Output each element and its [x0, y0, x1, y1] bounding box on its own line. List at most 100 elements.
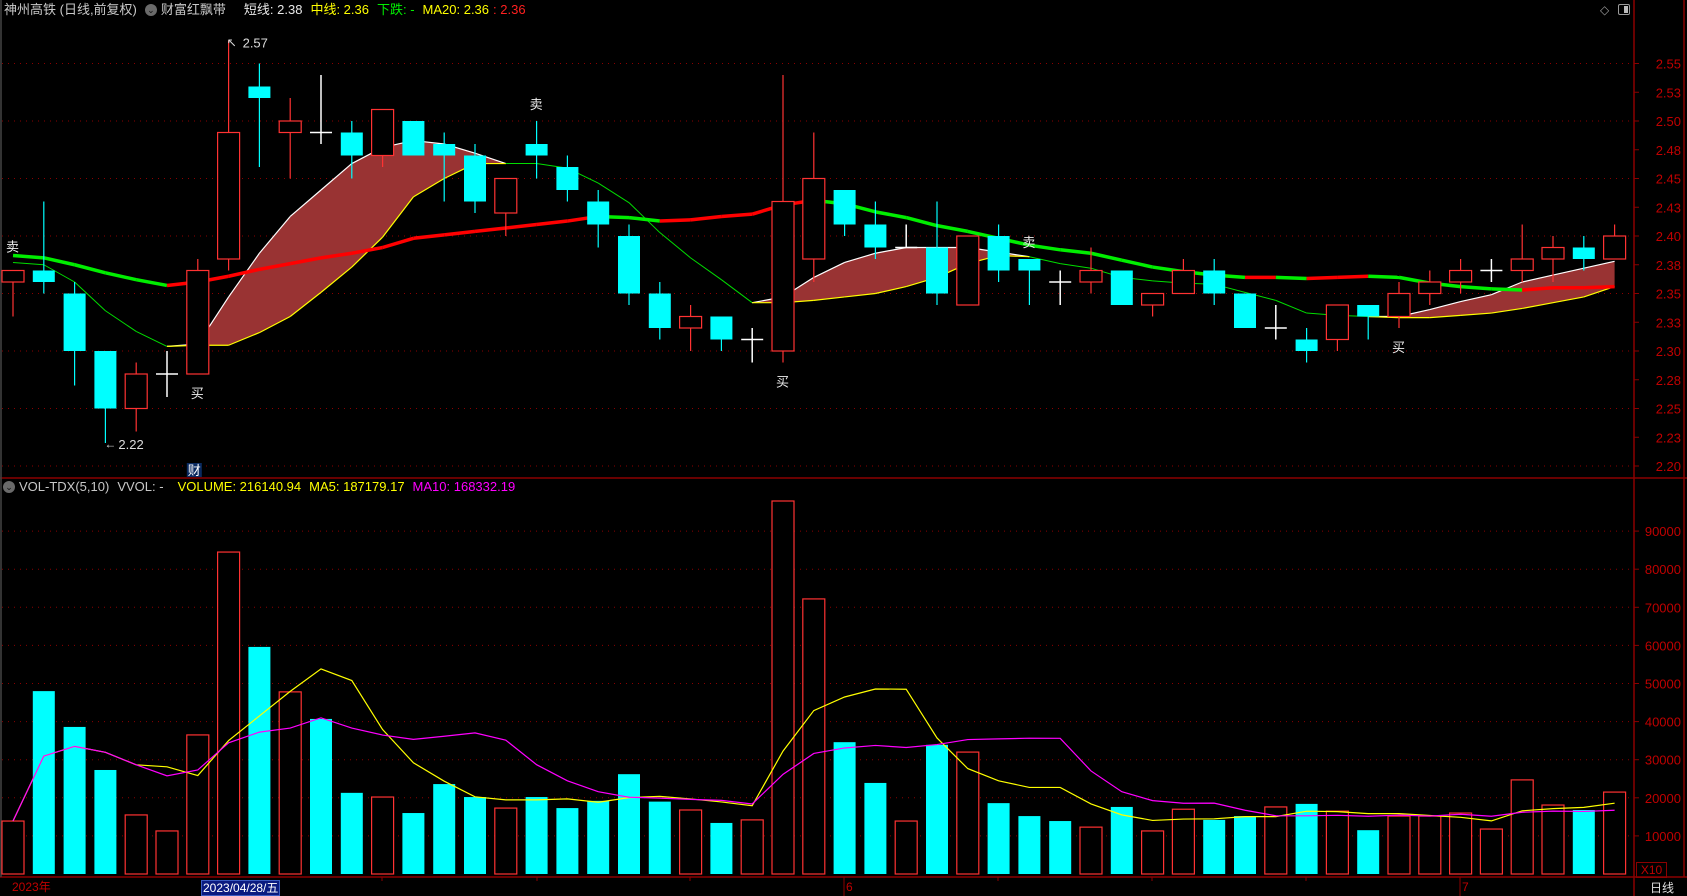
volume-bar[interactable]	[618, 774, 640, 874]
candlestick[interactable]	[464, 144, 486, 213]
volume-bar[interactable]	[1572, 809, 1595, 874]
candlestick[interactable]	[1234, 293, 1256, 329]
volume-bar[interactable]	[956, 751, 980, 875]
candlestick[interactable]	[1110, 270, 1133, 306]
volume-bar[interactable]	[340, 792, 363, 874]
period-label[interactable]: 日线	[1650, 881, 1675, 895]
candlestick[interactable]	[1510, 224, 1534, 283]
volume-bar[interactable]	[1479, 828, 1504, 875]
volume-bar[interactable]	[710, 822, 733, 874]
candlestick[interactable]	[1357, 305, 1380, 340]
candlestick[interactable]	[248, 63, 271, 168]
volume-bar[interactable]	[1602, 791, 1627, 875]
candlestick[interactable]	[433, 132, 456, 202]
volume-bars[interactable]	[1, 500, 1627, 875]
volume-bar[interactable]	[1049, 821, 1072, 874]
candlestick[interactable]	[833, 190, 856, 236]
panel-toggle-icon[interactable]	[1618, 4, 1630, 15]
candlestick[interactable]	[1418, 270, 1442, 306]
volume-bar[interactable]	[1295, 803, 1318, 874]
candlestick[interactable]	[186, 259, 210, 375]
candlestick[interactable]	[1295, 328, 1318, 363]
candlestick[interactable]	[678, 305, 703, 351]
candlestick[interactable]	[1171, 259, 1196, 295]
volume-bar[interactable]	[1110, 806, 1133, 874]
volume-bar[interactable]	[124, 814, 148, 875]
candlestick[interactable]	[1264, 305, 1287, 340]
diamond-icon[interactable]: ◇	[1600, 3, 1610, 17]
volume-bar[interactable]	[402, 813, 425, 874]
volume-bar[interactable]	[32, 691, 55, 874]
candlestick[interactable]	[1203, 259, 1226, 305]
candlestick[interactable]	[1018, 259, 1041, 305]
candlestick[interactable]	[371, 108, 395, 168]
candlestick[interactable]	[1387, 282, 1411, 328]
volume-bar[interactable]	[894, 820, 918, 875]
candlestick[interactable]	[648, 282, 671, 340]
volume-bar[interactable]	[494, 807, 518, 875]
candlestick[interactable]	[771, 75, 795, 363]
candlestick[interactable]	[741, 328, 764, 363]
candlestick[interactable]	[1140, 292, 1165, 317]
volume-bar[interactable]	[864, 782, 887, 874]
candlestick[interactable]	[710, 316, 733, 352]
candlestick[interactable]	[1602, 224, 1627, 260]
volume-bar[interactable]	[740, 819, 764, 875]
volume-bar[interactable]	[94, 769, 117, 874]
candlestick[interactable]	[310, 75, 332, 144]
candlestick[interactable]	[587, 190, 610, 248]
candlestick[interactable]	[1325, 304, 1350, 351]
candlestick[interactable]	[156, 351, 178, 397]
volume-bar[interactable]	[1140, 830, 1165, 875]
candlestick[interactable]	[802, 132, 826, 283]
volume-bar[interactable]	[248, 646, 271, 874]
volume-bar[interactable]	[1418, 815, 1442, 875]
volume-bar[interactable]	[926, 744, 948, 874]
candlestick[interactable]	[556, 155, 579, 202]
volume-bar[interactable]	[802, 598, 826, 875]
candlestick[interactable]	[278, 98, 302, 179]
volume-bar[interactable]	[987, 803, 1010, 874]
volume-bar[interactable]	[1325, 810, 1350, 875]
candlestick[interactable]	[525, 121, 548, 179]
volume-bar[interactable]	[525, 797, 548, 874]
candlestick[interactable]	[618, 224, 640, 306]
candlestick[interactable]	[494, 177, 518, 237]
volume-bar[interactable]	[833, 742, 856, 874]
volume-bar[interactable]	[556, 808, 579, 874]
volume-bar[interactable]	[186, 734, 210, 875]
volume-bar[interactable]	[310, 718, 332, 874]
indicator-name[interactable]: 财富红飘带	[160, 2, 226, 17]
volume-bar[interactable]	[1, 820, 25, 875]
candlestick[interactable]	[217, 40, 241, 271]
indicator-menu-chevron-icon[interactable]: ⌄	[144, 4, 157, 16]
fin-marker[interactable]: 财	[188, 464, 201, 479]
volume-bar[interactable]	[433, 784, 456, 874]
candlestick[interactable]	[926, 201, 948, 306]
candlestick[interactable]	[1541, 236, 1565, 282]
volume-bar[interactable]	[648, 801, 671, 874]
volume-bar[interactable]	[1203, 819, 1226, 874]
volume-indicator-name[interactable]: VOL-TDX(5,10)	[19, 479, 110, 494]
candlestick[interactable]	[94, 351, 117, 443]
volume-bar[interactable]	[1079, 826, 1103, 875]
candlestick[interactable]	[864, 201, 887, 260]
volume-bar[interactable]	[1018, 816, 1041, 874]
candlestick[interactable]	[402, 121, 425, 156]
volume-bar[interactable]	[678, 809, 703, 875]
candlestick[interactable]	[1480, 259, 1503, 282]
volume-bar[interactable]	[371, 796, 395, 875]
volume-menu-chevron-icon[interactable]: ⌄	[3, 481, 15, 493]
volume-bar[interactable]	[1387, 815, 1411, 875]
volume-bar[interactable]	[1448, 812, 1473, 875]
volume-bar[interactable]	[63, 726, 86, 874]
candlestick[interactable]	[1572, 236, 1595, 271]
volume-bar[interactable]	[771, 500, 795, 875]
candlestick[interactable]	[987, 224, 1010, 283]
candlestick[interactable]	[340, 121, 363, 179]
candlestick[interactable]	[124, 362, 148, 432]
volume-bar[interactable]	[587, 800, 610, 874]
volume-bar[interactable]	[1357, 830, 1380, 874]
candlestick[interactable]	[1, 269, 25, 317]
